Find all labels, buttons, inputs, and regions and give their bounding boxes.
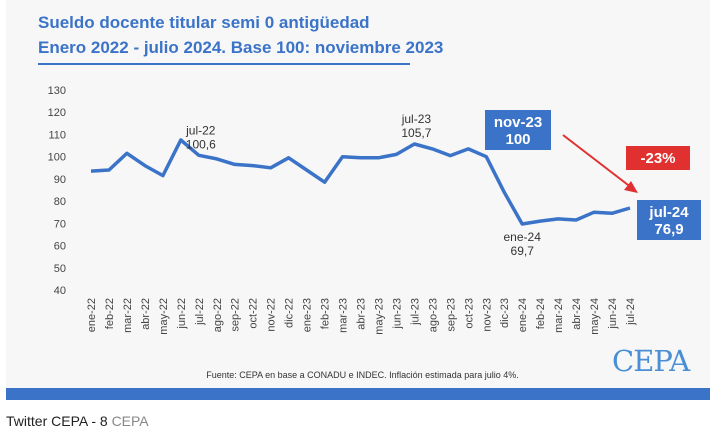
caption-source-link[interactable]: CEPA [111,413,149,429]
x-tick-label: abr-23 [356,298,368,330]
point-label-value: 100,6 [186,137,216,151]
cepa-logo: CEPA [612,344,690,378]
x-tick-label: oct-23 [463,298,475,329]
x-tick-label: sep-23 [445,298,457,332]
x-tick-label: feb-23 [320,298,332,329]
x-tick-label: ene-23 [302,298,314,332]
x-tick-label: jul-24 [625,298,637,326]
callout-jul-24-value: 76,9 [654,221,683,238]
x-tick-label: mar-23 [338,298,350,333]
x-tick-label: abr-24 [571,298,583,330]
caption-text: Twitter CEPA - 8 [6,413,108,429]
y-tick-label: 60 [54,241,66,253]
y-axis: 40 50 60 70 80 90 100 110 120 130 [48,85,66,297]
change-arrow-head [624,181,638,193]
x-tick-label: jun-22 [176,298,188,330]
x-tick-label: may-24 [589,298,601,335]
point-label-date: ene-24 [504,230,542,244]
y-tick-label: 110 [48,129,66,141]
x-tick-label: nov-23 [481,298,493,332]
x-tick-label: jun-23 [391,298,403,330]
y-tick-label: 50 [54,263,66,275]
title-underline [38,63,410,65]
x-tick-label: feb-22 [104,298,116,329]
x-tick-label: dic-22 [284,298,296,328]
x-tick-label: mar-22 [122,298,134,333]
change-arrow [562,134,633,189]
y-tick-label: 100 [48,152,66,164]
chart-card [6,0,710,400]
series-line [90,138,631,226]
x-tick-label: jul-23 [409,298,421,326]
x-tick-label: ago-23 [427,298,439,332]
callout-jul-24-box [637,200,701,240]
image-caption: Twitter CEPA - 8 CEPA [6,413,149,429]
point-label-value: 105,7 [401,126,431,140]
x-tick-label: mar-24 [553,298,565,333]
title-line-1: Sueldo docente titular semi 0 antigüedad [38,13,370,32]
x-tick-label: ago-22 [212,298,224,332]
x-tick-label: feb-24 [535,298,547,329]
x-axis: ene-22 feb-22 mar-22 abr-22 may-22 jun-22 jul-… [86,298,637,335]
y-tick-label: 130 [48,85,66,97]
x-tick-label: abr-22 [140,298,152,330]
point-label-date: jul-22 [185,123,216,137]
callout-nov-23-value: 100 [505,131,530,148]
callout-nov-23-date: nov-23 [494,114,542,131]
x-tick-label: jul-22 [194,298,206,326]
y-tick-label: 80 [54,196,66,208]
change-box [626,146,690,170]
change-label: -23% [640,150,675,167]
x-tick-label: jun-24 [607,298,619,330]
x-tick-label: ene-24 [517,298,529,332]
callout-nov-23-box [485,110,551,150]
x-tick-label: sep-22 [230,298,242,332]
chart-title: Sueldo docente titular semi 0 antigüedad… [38,10,443,60]
y-tick-label: 90 [54,174,66,186]
line-chart: 40 50 60 70 80 90 100 110 120 130 ene-22 feb-22 mar… [48,85,701,335]
y-tick-label: 70 [54,218,66,230]
title-line-2: Enero 2022 - julio 2024. Base 100: novie… [38,38,444,57]
point-label-value: 69,7 [511,244,535,258]
x-tick-label: nov-22 [266,298,278,332]
x-tick-label: oct-22 [248,298,260,329]
callout-jul-24-date: jul-24 [648,204,689,221]
x-tick-label: may-22 [158,298,170,335]
y-tick-label: 120 [48,107,66,119]
card-bottom-bar [6,388,710,400]
x-tick-label: dic-23 [499,298,511,328]
x-tick-label: ene-22 [86,298,98,332]
source-note: Fuente: CEPA en base a CONADU e INDEC. I… [206,370,519,380]
point-label-date: jul-23 [401,112,432,126]
y-tick-label: 40 [54,285,66,297]
x-tick-label: may-23 [373,298,385,335]
